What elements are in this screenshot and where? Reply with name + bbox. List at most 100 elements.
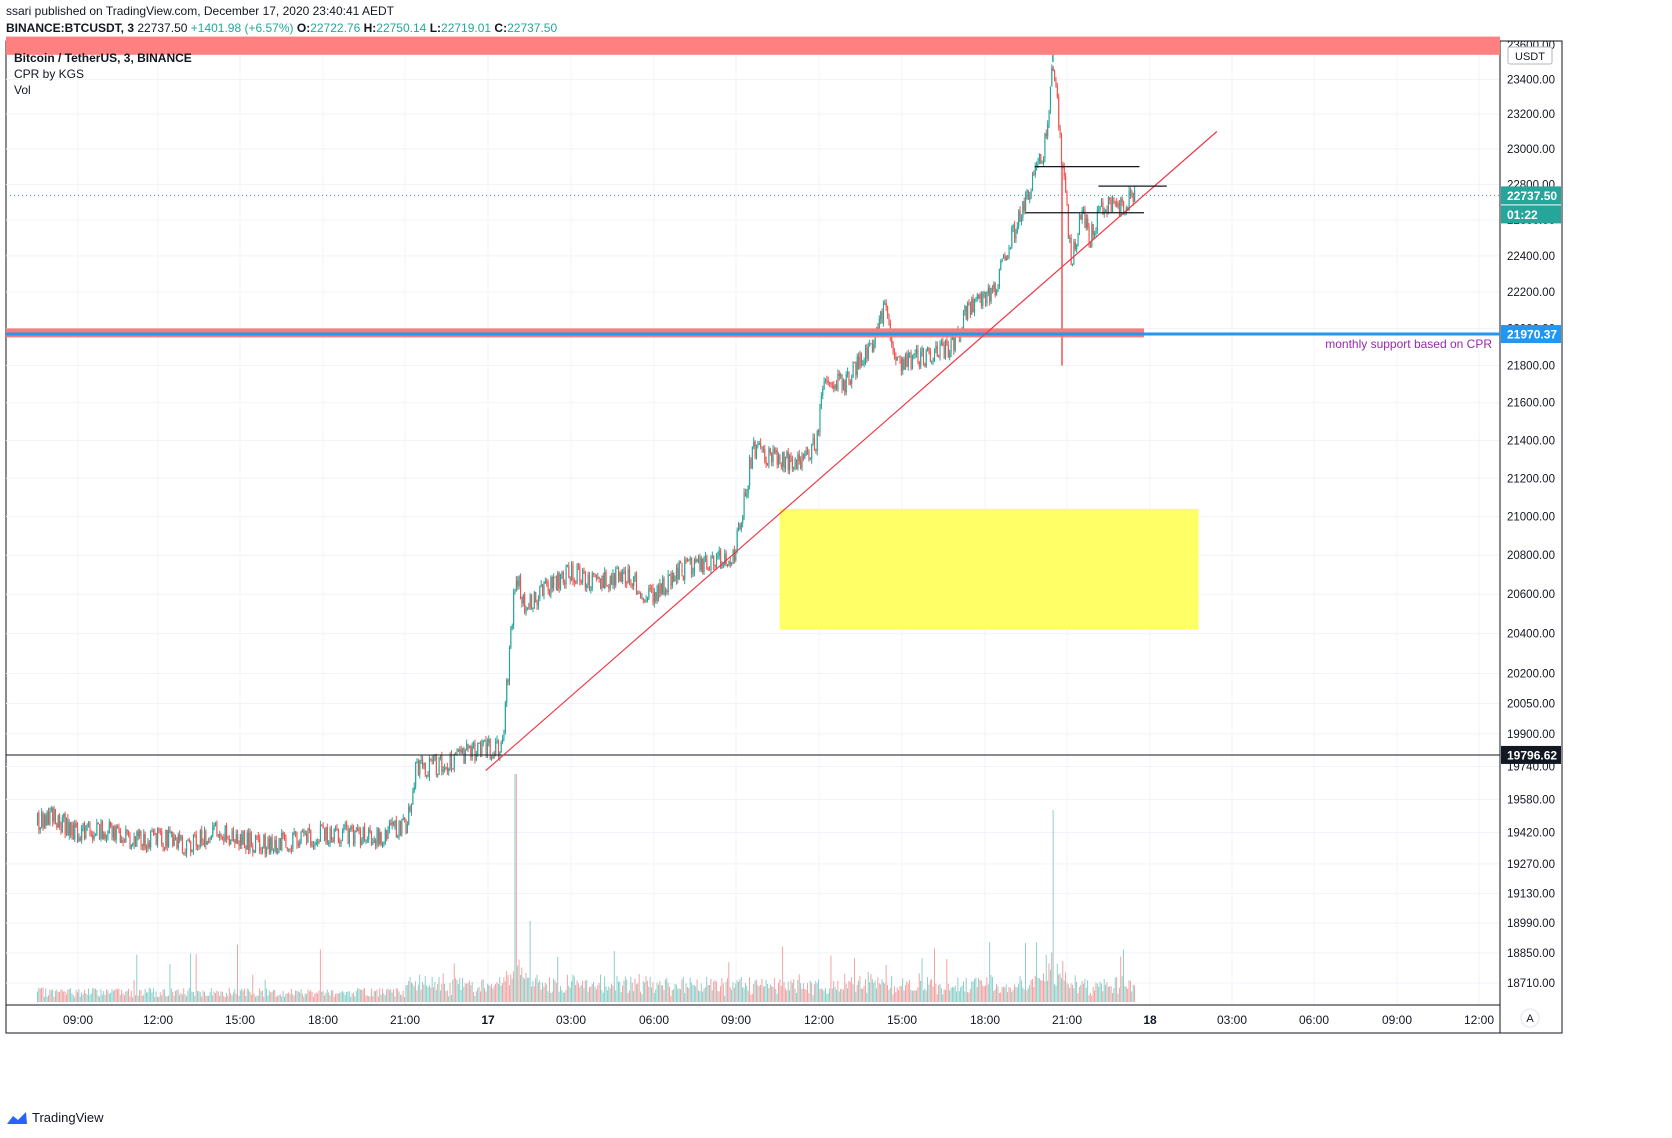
volume-bar xyxy=(727,978,728,1002)
candle-body xyxy=(535,592,537,602)
candle-body xyxy=(882,304,885,324)
volume-bar xyxy=(259,988,261,1002)
candle-body xyxy=(608,585,610,589)
candle xyxy=(802,453,804,462)
candle-body xyxy=(285,837,287,848)
candle xyxy=(213,822,215,831)
open-value: 22722.76 xyxy=(310,21,361,35)
candle xyxy=(996,288,998,296)
candle xyxy=(402,814,404,821)
volume-bar xyxy=(504,981,506,1002)
volume-bar xyxy=(539,980,541,1002)
volume-bar xyxy=(776,993,778,1002)
tradingview-logo-icon xyxy=(7,1111,27,1124)
volume-bar xyxy=(651,987,652,1002)
candle xyxy=(569,576,571,585)
candle xyxy=(376,827,378,849)
candle-body xyxy=(678,561,680,580)
volume-bar xyxy=(753,984,755,1002)
volume-bar xyxy=(989,942,991,1002)
candle xyxy=(918,360,920,370)
candle xyxy=(318,839,320,845)
volume-bar xyxy=(704,987,706,1002)
candle-body xyxy=(560,574,562,589)
candle-body xyxy=(954,335,956,351)
volume-bar xyxy=(284,996,285,1002)
candle xyxy=(674,575,676,582)
candle xyxy=(768,446,770,469)
highlight-zone[interactable] xyxy=(779,508,1199,630)
candle-body xyxy=(801,455,803,469)
volume-bar xyxy=(170,988,172,1002)
candle xyxy=(125,825,127,843)
candle-body xyxy=(893,351,896,358)
legend-cpr-indicator[interactable]: CPR by KGS xyxy=(14,67,85,81)
resistance-band[interactable] xyxy=(6,36,1500,55)
volume-bar xyxy=(173,995,175,1002)
time-axis[interactable]: 09:00 12:00 15:00 18:00 21:00 17 03:00 06:00 09:… xyxy=(63,1013,1494,1027)
candle-body xyxy=(663,578,665,595)
candle-body xyxy=(511,625,513,628)
volume-bar xyxy=(413,986,415,1002)
candle-body xyxy=(528,607,530,609)
volume-bar xyxy=(470,985,472,1002)
candle xyxy=(1131,189,1133,198)
candle-body xyxy=(308,828,310,831)
volume-bar xyxy=(813,984,815,1002)
candle-body xyxy=(184,852,186,854)
candle xyxy=(700,555,702,573)
candle xyxy=(408,803,410,826)
candle-body xyxy=(1031,173,1034,191)
candle-body xyxy=(569,577,571,580)
volume-bar xyxy=(910,989,912,1002)
candle xyxy=(220,833,222,840)
price-tick-label: 20050.00 xyxy=(1507,699,1555,711)
volume-bar xyxy=(43,996,45,1002)
candle xyxy=(885,299,887,312)
price-tick-label: 19130.00 xyxy=(1507,888,1555,900)
candle-body xyxy=(267,838,269,849)
candle xyxy=(931,360,933,365)
trendline[interactable] xyxy=(485,131,1218,772)
volume-bar xyxy=(943,989,945,1002)
candle xyxy=(137,828,139,841)
currency-box[interactable] xyxy=(1507,46,1553,65)
candle-body xyxy=(1037,161,1039,164)
candle xyxy=(972,294,974,313)
support-annotation[interactable]: monthly support based on CPR xyxy=(1325,337,1492,351)
volume-bar xyxy=(72,994,74,1002)
volume-bar xyxy=(386,989,388,1002)
volume-bar xyxy=(698,990,699,1002)
volume-bar xyxy=(57,991,59,1002)
volume-bar xyxy=(114,989,116,1002)
candle-body xyxy=(143,833,145,847)
volume-bar xyxy=(224,996,226,1002)
candle-body xyxy=(341,830,344,841)
volume-bar xyxy=(1018,983,1020,1002)
legend-symbol[interactable]: Bitcoin / TetherUS, 3, BINANCE xyxy=(14,51,192,65)
candle xyxy=(629,565,631,586)
volume-bar xyxy=(666,978,668,1002)
candle xyxy=(1047,120,1049,140)
candle-body xyxy=(613,573,615,586)
legend-volume-indicator[interactable]: Vol xyxy=(14,83,31,97)
candle-body xyxy=(274,840,276,850)
candle-body xyxy=(761,446,763,450)
candle-body xyxy=(717,555,719,557)
volume-bar xyxy=(710,978,712,1002)
volume-bar xyxy=(96,990,98,1002)
candle-body xyxy=(434,755,436,758)
candle xyxy=(689,555,691,565)
candle-body xyxy=(459,749,461,752)
candle-body xyxy=(715,556,718,567)
candle-body xyxy=(261,847,264,853)
candle-body xyxy=(266,848,268,855)
volume-bar xyxy=(561,990,563,1002)
candle-body xyxy=(1001,258,1003,262)
candle xyxy=(940,338,942,346)
candle xyxy=(589,572,591,592)
time-tick-label: 09:00 xyxy=(721,1013,751,1027)
auto-scale-button[interactable] xyxy=(1520,1008,1540,1028)
candle xyxy=(335,825,337,832)
